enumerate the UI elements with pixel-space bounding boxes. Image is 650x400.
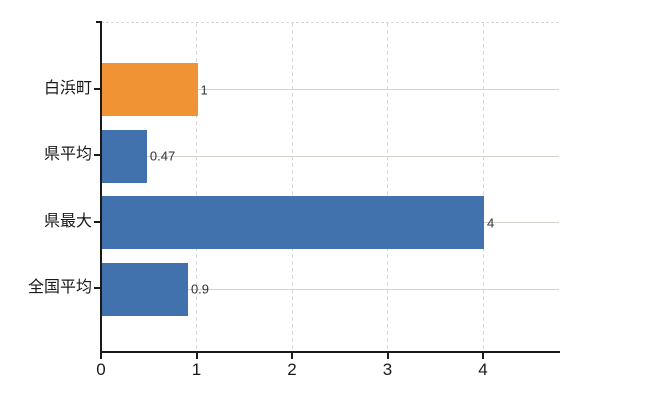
- y-axis-category-label: 白浜町: [43, 79, 92, 97]
- bar: [102, 63, 198, 116]
- gridline-vertical: [387, 23, 388, 352]
- gridline-vertical: [482, 23, 484, 352]
- x-axis-tick: [291, 353, 293, 359]
- bar: [102, 196, 484, 250]
- x-axis-tick-label: 4: [478, 360, 488, 379]
- y-axis-category-label: 県最大: [43, 212, 92, 230]
- y-axis-category-label: 全国平均: [27, 279, 92, 297]
- bar-value-label: 1: [200, 82, 208, 97]
- gridline-horizontal: [101, 89, 559, 90]
- bar: [102, 129, 147, 183]
- x-axis-tick-label: 2: [287, 360, 297, 379]
- gridline-horizontal: [101, 155, 559, 157]
- y-axis-line: [100, 21, 102, 353]
- y-axis-top-tick: [96, 21, 101, 23]
- x-axis-tick: [195, 353, 198, 359]
- x-axis-tick-label: 0: [96, 360, 106, 379]
- x-axis-tick-label: 1: [191, 360, 202, 379]
- y-axis-category-label: 県平均: [43, 146, 92, 164]
- gridline-horizontal: [101, 288, 559, 290]
- bar: [102, 262, 188, 316]
- bar-value-label: 0.47: [149, 148, 176, 164]
- y-axis-tick: [94, 287, 101, 290]
- bar-value-label: 0.9: [190, 281, 210, 297]
- x-axis-tick: [482, 353, 484, 359]
- x-axis-tick: [100, 353, 102, 359]
- gridline-vertical: [196, 23, 197, 352]
- x-axis-line: [100, 351, 560, 353]
- x-axis-tick: [386, 353, 389, 359]
- bar-value-label: 4: [487, 215, 495, 231]
- y-axis-tick: [94, 87, 101, 90]
- y-axis-tick: [94, 220, 101, 223]
- gridline-vertical: [291, 23, 293, 352]
- y-axis-tick: [94, 154, 101, 157]
- plot-area: 1 0.47 4 0.9: [101, 22, 559, 352]
- x-axis-tick-label: 3: [382, 360, 393, 379]
